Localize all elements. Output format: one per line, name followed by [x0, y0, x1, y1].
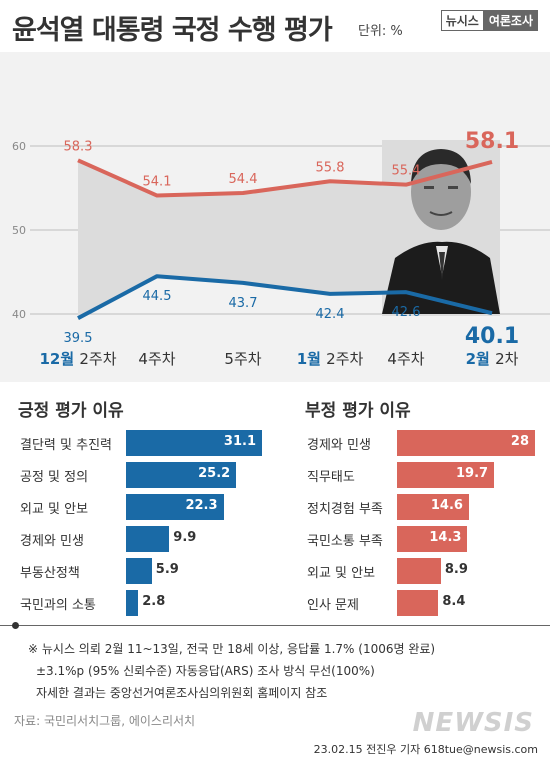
- bar: [126, 526, 170, 552]
- bar-category-label: 경제와 민생: [20, 534, 84, 549]
- bar-row: 국민소통 부족 14.3: [275, 526, 550, 552]
- y-tick-label: 50: [12, 224, 26, 237]
- brand-poll: 여론조사: [483, 10, 538, 31]
- bar-category-label: 인사 문제: [307, 598, 359, 613]
- bar-category-label: 외교 및 안보: [20, 502, 89, 517]
- note-line: ±3.1%p (95% 신뢰수준) 자동응답(ARS) 조사 방식 무선(100…: [36, 664, 375, 678]
- bar-category-label: 외교 및 안보: [307, 566, 376, 581]
- x-tick-label: 5주차: [224, 350, 261, 368]
- data-label-positive: 42.4: [316, 307, 345, 322]
- bar-row: 공정 및 정의 25.2: [0, 462, 275, 488]
- header: 윤석열 대통령 국정 수행 평가 단위: % 뉴시스 여론조사: [0, 0, 550, 52]
- credit-text: 23.02.15 전진우 기자 618tue@newsis.com: [313, 743, 538, 756]
- bar: [397, 430, 535, 456]
- bar: [126, 494, 224, 520]
- bar-category-label: 직무태도: [307, 470, 355, 485]
- positive-reasons-panel: 긍정 평가 이유 결단력 및 추진력 31.1 공정 및 정의 25.2 외교 및 안보…: [0, 382, 275, 622]
- bar-value-label: 9.9: [173, 530, 197, 545]
- x-tick-label: 4주차: [387, 350, 424, 368]
- bar-value-label: 14.6: [430, 498, 463, 513]
- data-label-positive: 43.7: [229, 296, 258, 311]
- brand-badge: 뉴시스 여론조사: [440, 10, 538, 31]
- bar-value-label: 19.7: [456, 466, 489, 481]
- y-tick-label: 60: [12, 140, 26, 153]
- bar: [126, 430, 262, 456]
- bar-category-label: 결단력 및 추진력: [20, 438, 112, 453]
- data-label-negative: 58.1: [465, 129, 519, 154]
- source-text: 자료: 국민리서치그룹, 에이스리서치: [14, 714, 196, 728]
- survey-notes: ※ 뉴시스 의뢰 2월 11~13일, 전국 만 18세 이상, 응답률 1.7…: [0, 622, 550, 711]
- bar: [397, 494, 469, 520]
- series-line-positive: [77, 274, 493, 320]
- bar: [397, 526, 468, 552]
- bar-value-label: 28: [510, 434, 529, 449]
- bar-category-label: 공정 및 정의: [20, 470, 89, 485]
- negative-reasons-panel: 부정 평가 이유 경제와 민생 28 직무태도 19.7 정치경험 부족 14.6 국민소통…: [275, 382, 550, 622]
- bar-row: 경제와 민생 9.9: [0, 526, 275, 552]
- bar-row: 외교 및 안보 8.9: [275, 558, 550, 584]
- x-tick-label: 4주차: [138, 350, 175, 368]
- note-line: ※ 뉴시스 의뢰 2월 11~13일, 전국 만 18세 이상, 응답률 1.7…: [28, 642, 436, 656]
- note-line: 자세한 결과는 중앙선거여론조사심의위원회 홈페이지 참조: [36, 686, 328, 700]
- bar-value-label: 14.3: [429, 530, 462, 545]
- bar: [126, 558, 152, 584]
- bar-row: 경제와 민생 28: [275, 430, 550, 456]
- y-tick-label: 40: [12, 308, 26, 321]
- unit-label: 단위: %: [358, 24, 403, 39]
- brand-newsis: 뉴시스: [440, 10, 484, 31]
- series-line-negative: [77, 158, 493, 198]
- bar-category-label: 경제와 민생: [307, 438, 371, 453]
- bar-row: 부동산정책 5.9: [0, 558, 275, 584]
- bar-row: 정치경험 부족 14.6: [275, 494, 550, 520]
- bar-value-label: 5.9: [155, 562, 179, 577]
- bar: [126, 462, 237, 488]
- bar-value-label: 8.9: [444, 562, 468, 577]
- data-label-positive: 39.5: [64, 331, 93, 346]
- data-label-positive: 40.1: [465, 324, 519, 349]
- data-label-negative: 55.4: [392, 164, 421, 179]
- bar-row: 국민과의 소통 2.8: [0, 590, 275, 616]
- bar: [397, 590, 439, 616]
- bar-value-label: 2.8: [142, 594, 166, 609]
- bar-row: 외교 및 안보 22.3: [0, 494, 275, 520]
- data-label-negative: 54.4: [229, 172, 258, 187]
- bar-value-label: 31.1: [223, 434, 256, 449]
- data-label-positive: 44.5: [143, 289, 172, 304]
- bar-category-label: 정치경험 부족: [307, 502, 383, 517]
- data-label-negative: 58.3: [64, 139, 93, 154]
- bar-row: 직무태도 19.7: [275, 462, 550, 488]
- negative-reasons-title: 부정 평가 이유: [305, 401, 411, 421]
- bar-category-label: 부동산정책: [20, 566, 80, 581]
- x-tick-label: 2월 2차: [466, 350, 519, 368]
- x-tick-label: 1월 2주차: [297, 350, 364, 368]
- bar-category-label: 국민과의 소통: [20, 598, 96, 613]
- notes-dot: [12, 622, 19, 629]
- data-label-negative: 55.8: [316, 160, 345, 175]
- positive-reasons-title: 긍정 평가 이유: [18, 401, 124, 421]
- bar: [126, 590, 139, 616]
- bar-category-label: 국민소통 부족: [307, 534, 383, 549]
- bar-row: 결단력 및 추진력 31.1: [0, 430, 275, 456]
- bar: [397, 558, 441, 584]
- newsis-watermark: NEWSIS: [412, 708, 534, 738]
- x-tick-label: 12월 2주차: [39, 350, 116, 368]
- data-label-negative: 54.1: [143, 175, 172, 190]
- bar: [397, 462, 495, 488]
- bar-value-label: 22.3: [185, 498, 218, 513]
- bar-value-label: 25.2: [198, 466, 231, 481]
- page-title: 윤석열 대통령 국정 수행 평가: [12, 15, 333, 46]
- bar-row: 인사 문제 8.4: [275, 590, 550, 616]
- bar-value-label: 8.4: [442, 594, 466, 609]
- line-chart: 30405060 58.354.154.455.855.458.139.544.…: [12, 129, 550, 368]
- data-label-positive: 42.6: [392, 305, 421, 320]
